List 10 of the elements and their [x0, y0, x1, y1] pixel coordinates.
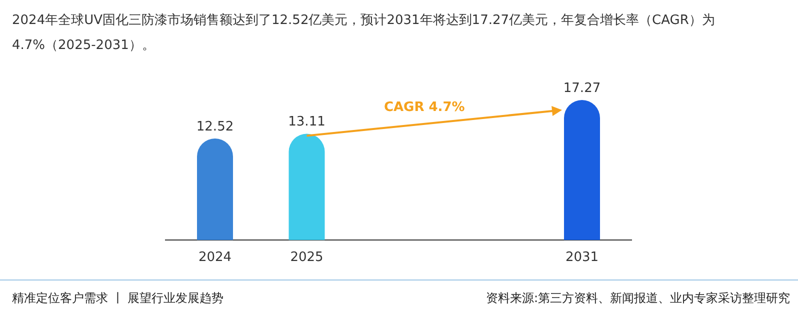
x-tick-label: 2031	[565, 250, 599, 265]
data-label: 17.27	[563, 81, 601, 96]
chart-title: 2024年全球UV固化三防漆市场销售额达到了12.52亿美元，预计2031年将达到17.27亿美元，年复合增长率（CAGR）为4.7%（2025-2031）。	[12, 12, 716, 55]
x-tick-label: 2025	[290, 250, 324, 265]
x-tick-label: 2024	[198, 250, 232, 265]
annotation: CAGR 4.7%	[384, 100, 465, 115]
data-label: 12.52	[196, 120, 234, 135]
data-label: 13.11	[288, 114, 326, 130]
text: 资料来源:第三方资料、新闻报道、业内专家采访整理研究	[486, 291, 790, 305]
text: 精准定位客户需求 丨 展望行业发展趋势	[12, 291, 224, 305]
